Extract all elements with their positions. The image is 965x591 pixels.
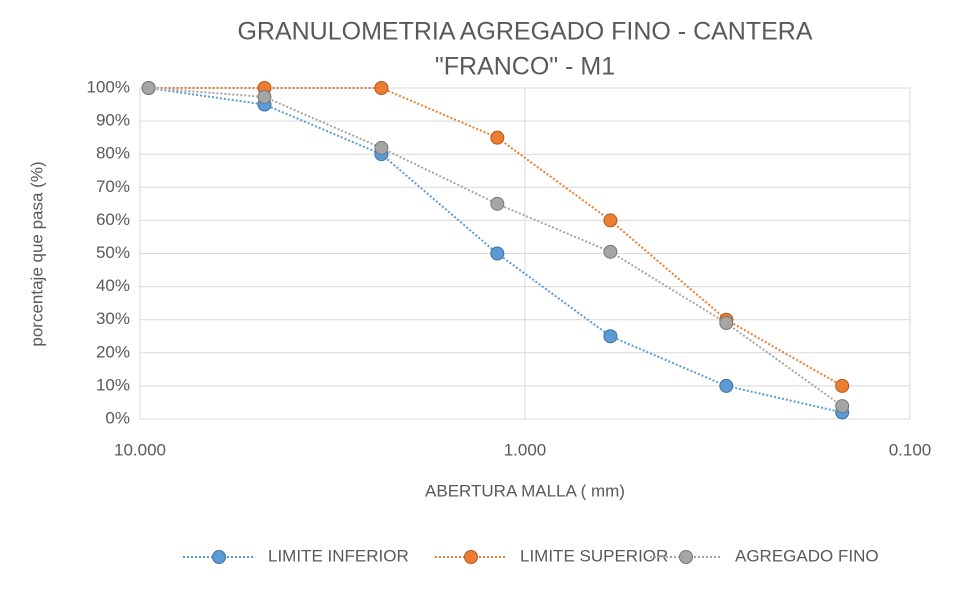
y-tick-label: 60% [96,210,130,229]
y-axis-title: porcentaje que pasa (%) [27,161,46,346]
data-point [257,89,272,104]
y-tick-label: 70% [96,177,130,196]
x-tick-label: 1.000 [504,440,547,459]
y-tick-label: 80% [96,144,130,163]
y-tick-label: 10% [96,375,130,394]
legend-label: LIMITE INFERIOR [268,546,409,565]
data-point [490,246,505,261]
data-point [141,81,156,95]
y-tick-label: 20% [96,342,130,361]
data-point [603,244,618,259]
y-tick-label: 40% [96,276,130,295]
chart-subtitle: "FRANCO" - M1 [435,53,615,81]
data-point [603,213,618,228]
data-point [490,196,505,211]
y-tick-label: 90% [96,111,130,130]
legend-marker [679,550,693,564]
data-point [835,378,850,393]
data-point [490,130,505,145]
legend-label: AGREGADO FINO [735,546,879,565]
data-point [603,329,618,344]
y-tick-label: 100% [87,77,130,96]
data-point [835,399,850,414]
legend-label: LIMITE SUPERIOR [520,546,668,565]
x-tick-label: 10.000 [114,440,166,459]
data-point [719,316,734,331]
y-tick-label: 0% [105,408,130,427]
legend-marker [212,550,226,564]
data-point [374,140,389,155]
chart-title: GRANULOMETRIA AGREGADO FINO - CANTERA [237,18,812,46]
y-tick-label: 50% [96,243,130,262]
data-point [374,81,389,95]
legend-marker [464,550,478,564]
x-tick-label: 0.100 [889,440,932,459]
data-point [719,378,734,393]
y-tick-label: 30% [96,309,130,328]
x-axis-title: ABERTURA MALLA ( mm) [425,481,625,500]
